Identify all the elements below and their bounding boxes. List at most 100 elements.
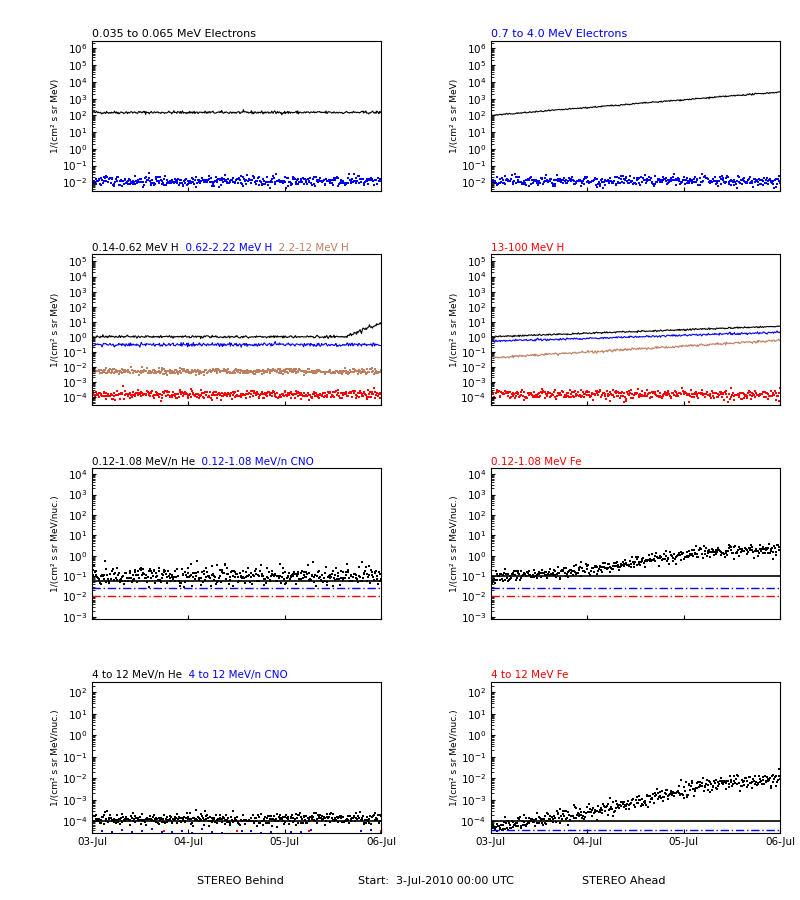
Point [669,173,682,187]
Point [179,364,192,378]
Point [728,173,741,187]
Point [637,797,650,812]
Point [521,392,534,406]
Point [673,546,686,561]
Point [336,364,349,379]
Point [228,386,241,400]
Point [174,361,186,375]
Point [580,388,593,402]
Point [550,173,562,187]
Point [148,176,161,190]
Point [524,568,537,582]
Point [758,385,771,400]
Point [186,363,198,377]
Point [546,176,558,190]
Point [294,363,306,377]
Point [142,385,154,400]
Point [182,363,194,377]
Point [163,363,176,377]
Point [178,173,191,187]
Point [361,810,374,824]
Point [499,822,512,836]
Point [332,566,345,580]
Point [634,170,647,184]
Point [584,390,597,404]
Point [230,813,242,827]
Point [123,365,136,380]
Point [286,364,299,379]
Point [356,574,369,589]
Point [490,564,502,579]
Point [141,172,154,186]
Point [768,538,781,553]
Point [356,389,369,403]
Point [258,813,270,827]
Point [289,176,302,191]
Point [562,805,574,819]
Point [769,541,782,555]
Point [218,386,231,400]
Point [657,387,670,401]
Point [711,543,724,557]
Point [149,388,162,402]
Point [489,575,502,590]
Point [604,175,617,189]
Point [258,391,271,405]
Point [212,362,225,376]
Point [222,362,234,376]
Point [118,814,131,828]
Point [602,388,615,402]
Point [238,575,251,590]
Point [258,365,271,380]
Point [630,558,643,572]
Point [642,170,655,184]
Point [544,172,557,186]
Point [561,811,574,825]
Point [668,546,681,561]
Point [739,388,752,402]
Point [179,176,192,191]
Point [323,814,336,829]
Point [622,176,634,190]
Point [515,176,528,190]
Point [650,545,662,560]
Point [303,566,316,580]
Point [234,569,247,583]
Point [259,364,272,379]
Point [307,384,320,399]
Point [276,176,289,190]
Point [135,561,148,575]
Point [96,568,109,582]
Point [237,365,250,380]
Point [555,175,568,189]
Point [221,364,234,378]
Point [655,553,668,567]
Point [678,385,690,400]
Point [153,176,166,191]
Point [669,552,682,566]
Point [214,575,227,590]
Point [228,175,241,189]
Point [161,176,174,190]
Point [282,816,295,831]
Point [744,385,757,400]
Point [719,387,732,401]
Point [138,815,151,830]
Point [562,570,574,584]
Point [133,175,146,189]
Point [207,364,220,378]
Point [662,788,675,802]
Point [282,565,295,580]
Point [316,809,329,824]
Point [754,387,767,401]
Point [160,576,173,590]
Point [104,170,117,184]
Point [583,176,596,190]
Point [116,386,129,400]
Point [754,775,766,789]
Point [268,814,281,829]
Point [373,174,386,188]
Point [581,800,594,814]
Point [276,814,289,829]
Point [331,171,344,185]
